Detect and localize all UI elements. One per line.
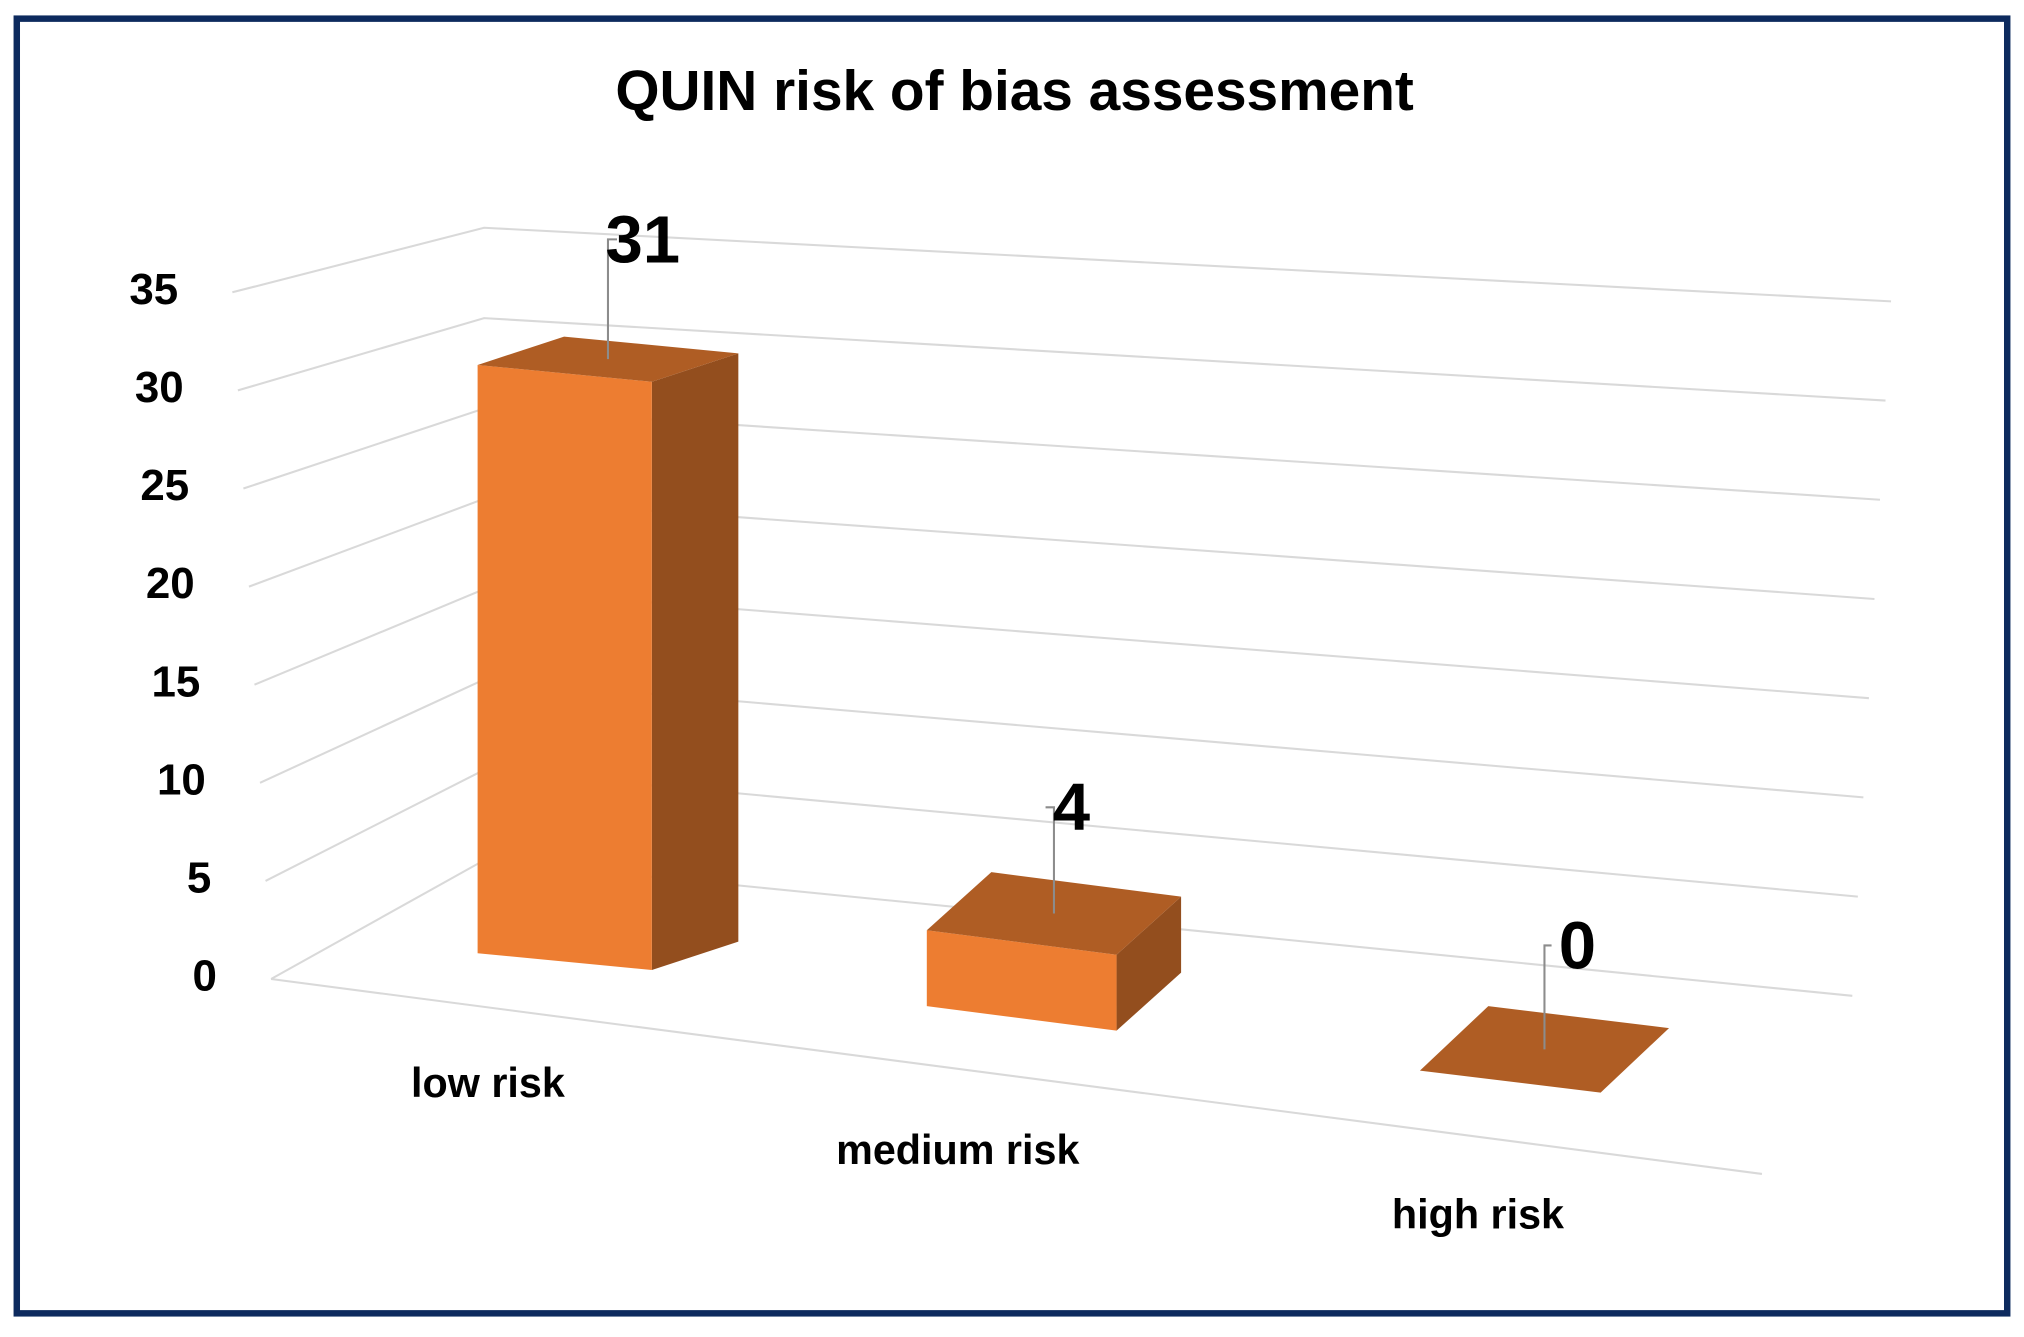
chart-title: QUIN risk of bias assessment (615, 60, 1414, 123)
data-label: 4 (1053, 770, 1090, 845)
data-label: 0 (1559, 908, 1596, 983)
x-tick-label: high risk (1392, 1192, 1564, 1238)
bar-side (1116, 896, 1182, 1031)
frame (13, 15, 2011, 1317)
floor-edge (270, 977, 1763, 1175)
grid-line (237, 317, 1886, 402)
leader-line (1543, 944, 1552, 1050)
data-label: 31 (605, 202, 680, 277)
x-tick-label: low risk (411, 1060, 565, 1106)
y-tick-label: 30 (135, 363, 184, 412)
leader-line (606, 238, 618, 360)
y-tick-label: 35 (129, 265, 178, 314)
y-tick-label: 20 (146, 559, 195, 608)
leader-line (1045, 806, 1055, 914)
bar-front (926, 930, 1117, 1031)
bar-side (651, 353, 739, 970)
y-tick-label: 10 (157, 755, 206, 804)
y-tick-label: 15 (151, 657, 200, 706)
bar-front (477, 364, 652, 970)
grid-line (232, 226, 1892, 303)
y-tick-label: 5 (187, 854, 211, 903)
x-tick-label: medium risk (836, 1127, 1079, 1173)
y-tick-label: 0 (192, 952, 216, 1001)
y-tick-label: 25 (140, 461, 189, 510)
